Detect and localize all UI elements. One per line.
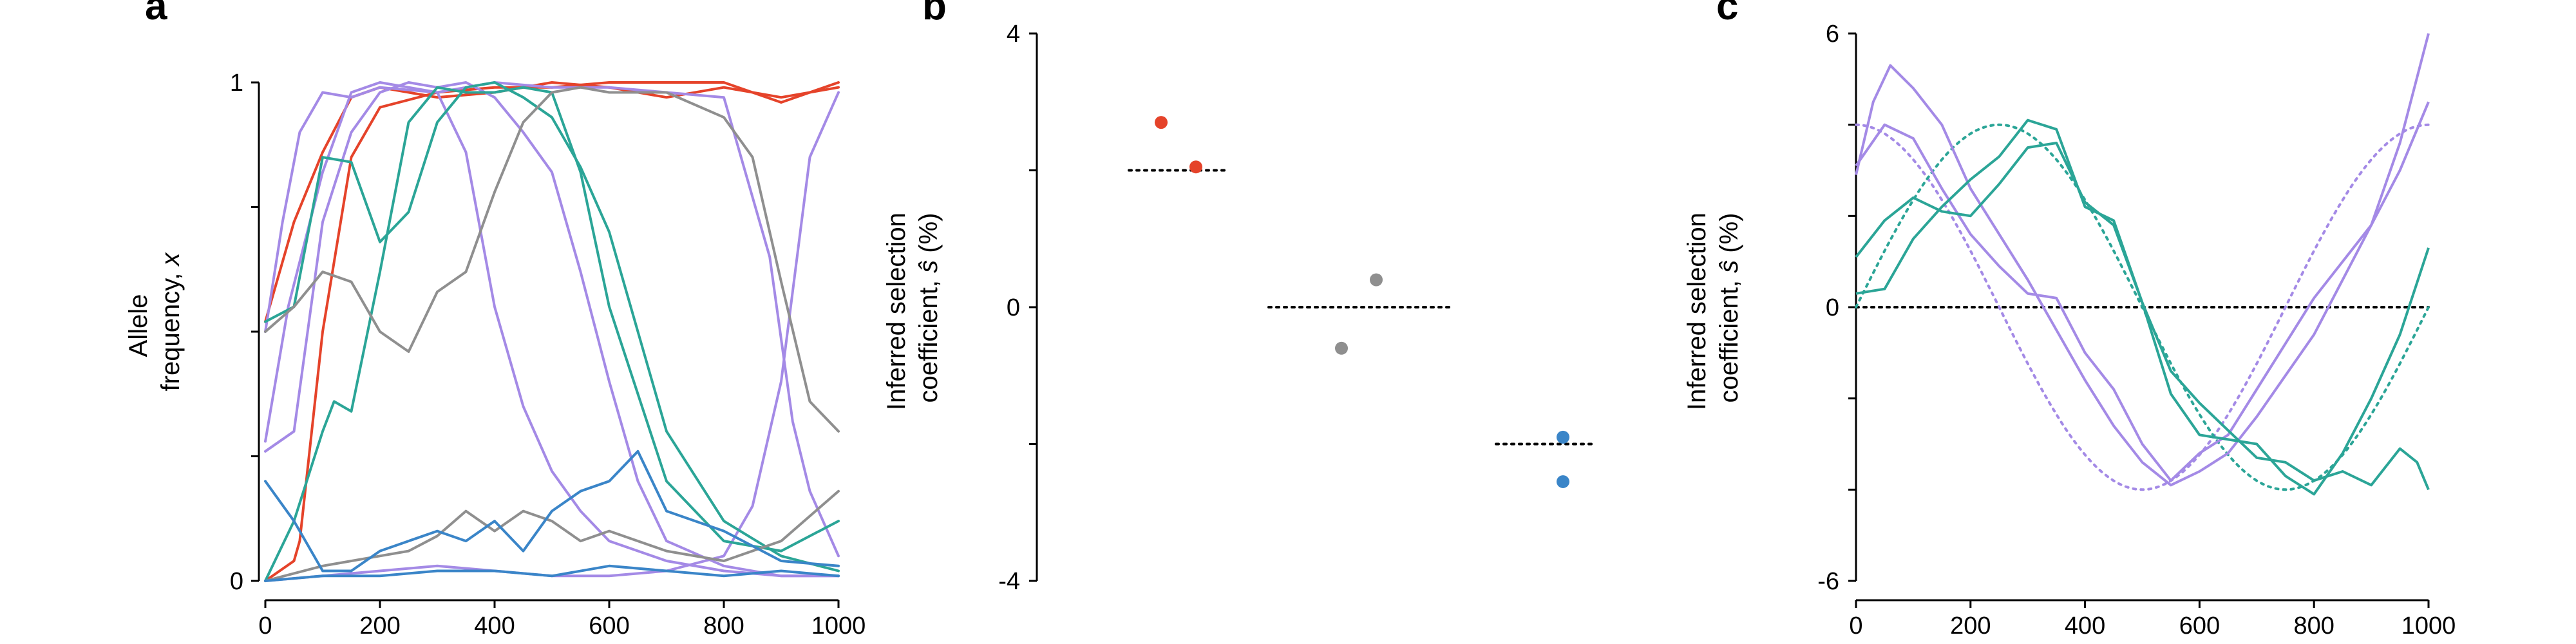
panel-c-lines xyxy=(1855,33,2430,496)
panel-c-inferred-purple xyxy=(1855,33,2430,487)
panel-a-trajectory-purple xyxy=(264,81,840,558)
panel-a-xtick-label: 400 xyxy=(474,612,515,639)
panel-a-trajectory-gray xyxy=(264,86,840,433)
panel-a-ylabel-var: x xyxy=(156,252,185,267)
panel-a-trajectory-purple xyxy=(264,81,840,578)
panel-c-ylabel: Inferred selection coefficient, ŝ (%) xyxy=(1683,205,1743,410)
panel-b-point-gray xyxy=(1335,341,1348,355)
panel-c-xtick-label: 0 xyxy=(1849,612,1862,639)
panel-a-trajectory-purple xyxy=(264,81,840,578)
panel-b-ytick-label: 4 xyxy=(1007,21,1020,48)
panel-c-ylabel-line2: coefficient, ŝ (%) xyxy=(1715,213,1743,403)
panel-a-xtick-label: 600 xyxy=(589,612,629,639)
panel-a-xtick-label: 0 xyxy=(258,612,272,639)
panel-c-xtick-label: 1000 xyxy=(2401,612,2456,639)
panel-b-point-gray xyxy=(1370,273,1383,287)
panel-b-point-blue xyxy=(1557,475,1569,488)
panel-b-ytick-label: 0 xyxy=(1007,294,1020,321)
panel-a-xtick-label: 1000 xyxy=(811,612,866,639)
panel-a-trajectory-blue xyxy=(264,450,840,573)
panel-a: a Allele frequency, x 0 1 0 200 400 600 800 100… xyxy=(124,0,866,639)
panel-b-ylabel-line1: Inferred selection xyxy=(882,213,911,410)
panel-b-letter: b xyxy=(922,0,947,28)
panel-c-inferred-purple xyxy=(1855,101,2430,482)
panel-b-ytick-label: -4 xyxy=(998,568,1020,595)
panel-a-ytick-label: 1 xyxy=(230,70,243,97)
panel-c-ylabel-prefix: coefficient, xyxy=(1715,273,1743,403)
panel-c-ylabel-suffix: (%) xyxy=(1715,213,1743,260)
panel-a-ylabel: Allele frequency, x xyxy=(124,252,185,392)
panel-a-ylabel-line1: Allele xyxy=(124,294,153,357)
panel-b-ylabel-prefix: coefficient, xyxy=(914,273,943,403)
panel-b-point-blue xyxy=(1557,430,1569,444)
panel-a-axes: 0 1 0 200 400 600 800 1000 xyxy=(230,70,866,639)
panel-a-ylabel-prefix: frequency, xyxy=(156,266,185,392)
panel-a-ytick-label: 0 xyxy=(230,568,243,595)
panel-b-point-red xyxy=(1189,160,1202,174)
panel-a-letter: a xyxy=(145,0,167,28)
panel-a-xtick-label: 200 xyxy=(359,612,400,639)
panel-a-trajectory-teal xyxy=(264,86,840,582)
panel-c-inferred-teal xyxy=(1855,118,2430,491)
panel-a-trajectory-purple xyxy=(264,91,840,582)
panel-c-letter: c xyxy=(1716,0,1738,28)
panel-c-ylabel-line1: Inferred selection xyxy=(1683,213,1711,410)
panel-b-axes: -4 0 4 xyxy=(998,21,1038,595)
panel-b-ylabel-line2: coefficient, ŝ (%) xyxy=(914,213,943,403)
panel-b-ylabel: Inferred selection coefficient, ŝ (%) xyxy=(882,205,943,410)
panel-b: b Inferred selection coefficient, ŝ (%) … xyxy=(882,0,1596,595)
panel-a-trajectory-blue xyxy=(264,564,840,582)
panel-b-marks xyxy=(1128,116,1596,488)
panel-c-xtick-label: 800 xyxy=(2293,612,2334,639)
panel-c-ytick-label: 6 xyxy=(1826,21,1839,48)
panel-c-xtick-label: 200 xyxy=(1950,612,1991,639)
panel-b-ylabel-var: ŝ xyxy=(914,260,943,273)
panel-c-xtick-label: 400 xyxy=(2065,612,2105,639)
panel-c-xtick-label: 600 xyxy=(2179,612,2220,639)
panel-c-ytick-label: -6 xyxy=(1817,568,1839,595)
panel-c-ylabel-var: ŝ xyxy=(1715,260,1743,273)
panel-c-ytick-label: 0 xyxy=(1826,294,1839,321)
panel-a-trajectory-red xyxy=(264,81,840,582)
panel-a-trajectory-gray xyxy=(264,489,840,582)
panel-a-xtick-label: 800 xyxy=(703,612,744,639)
panel-c-axes: -6 0 6 0 200 400 600 800 1000 xyxy=(1817,21,2456,639)
panel-c-true-curve-purple xyxy=(1855,123,2430,491)
panel-a-lines xyxy=(264,81,840,582)
panel-b-ylabel-suffix: (%) xyxy=(914,213,943,260)
panel-c: c Inferred selection coefficient, ŝ (%) … xyxy=(1683,0,2456,639)
panel-a-ylabel-line2: frequency, x xyxy=(156,252,185,392)
panel-b-point-red xyxy=(1155,116,1168,129)
